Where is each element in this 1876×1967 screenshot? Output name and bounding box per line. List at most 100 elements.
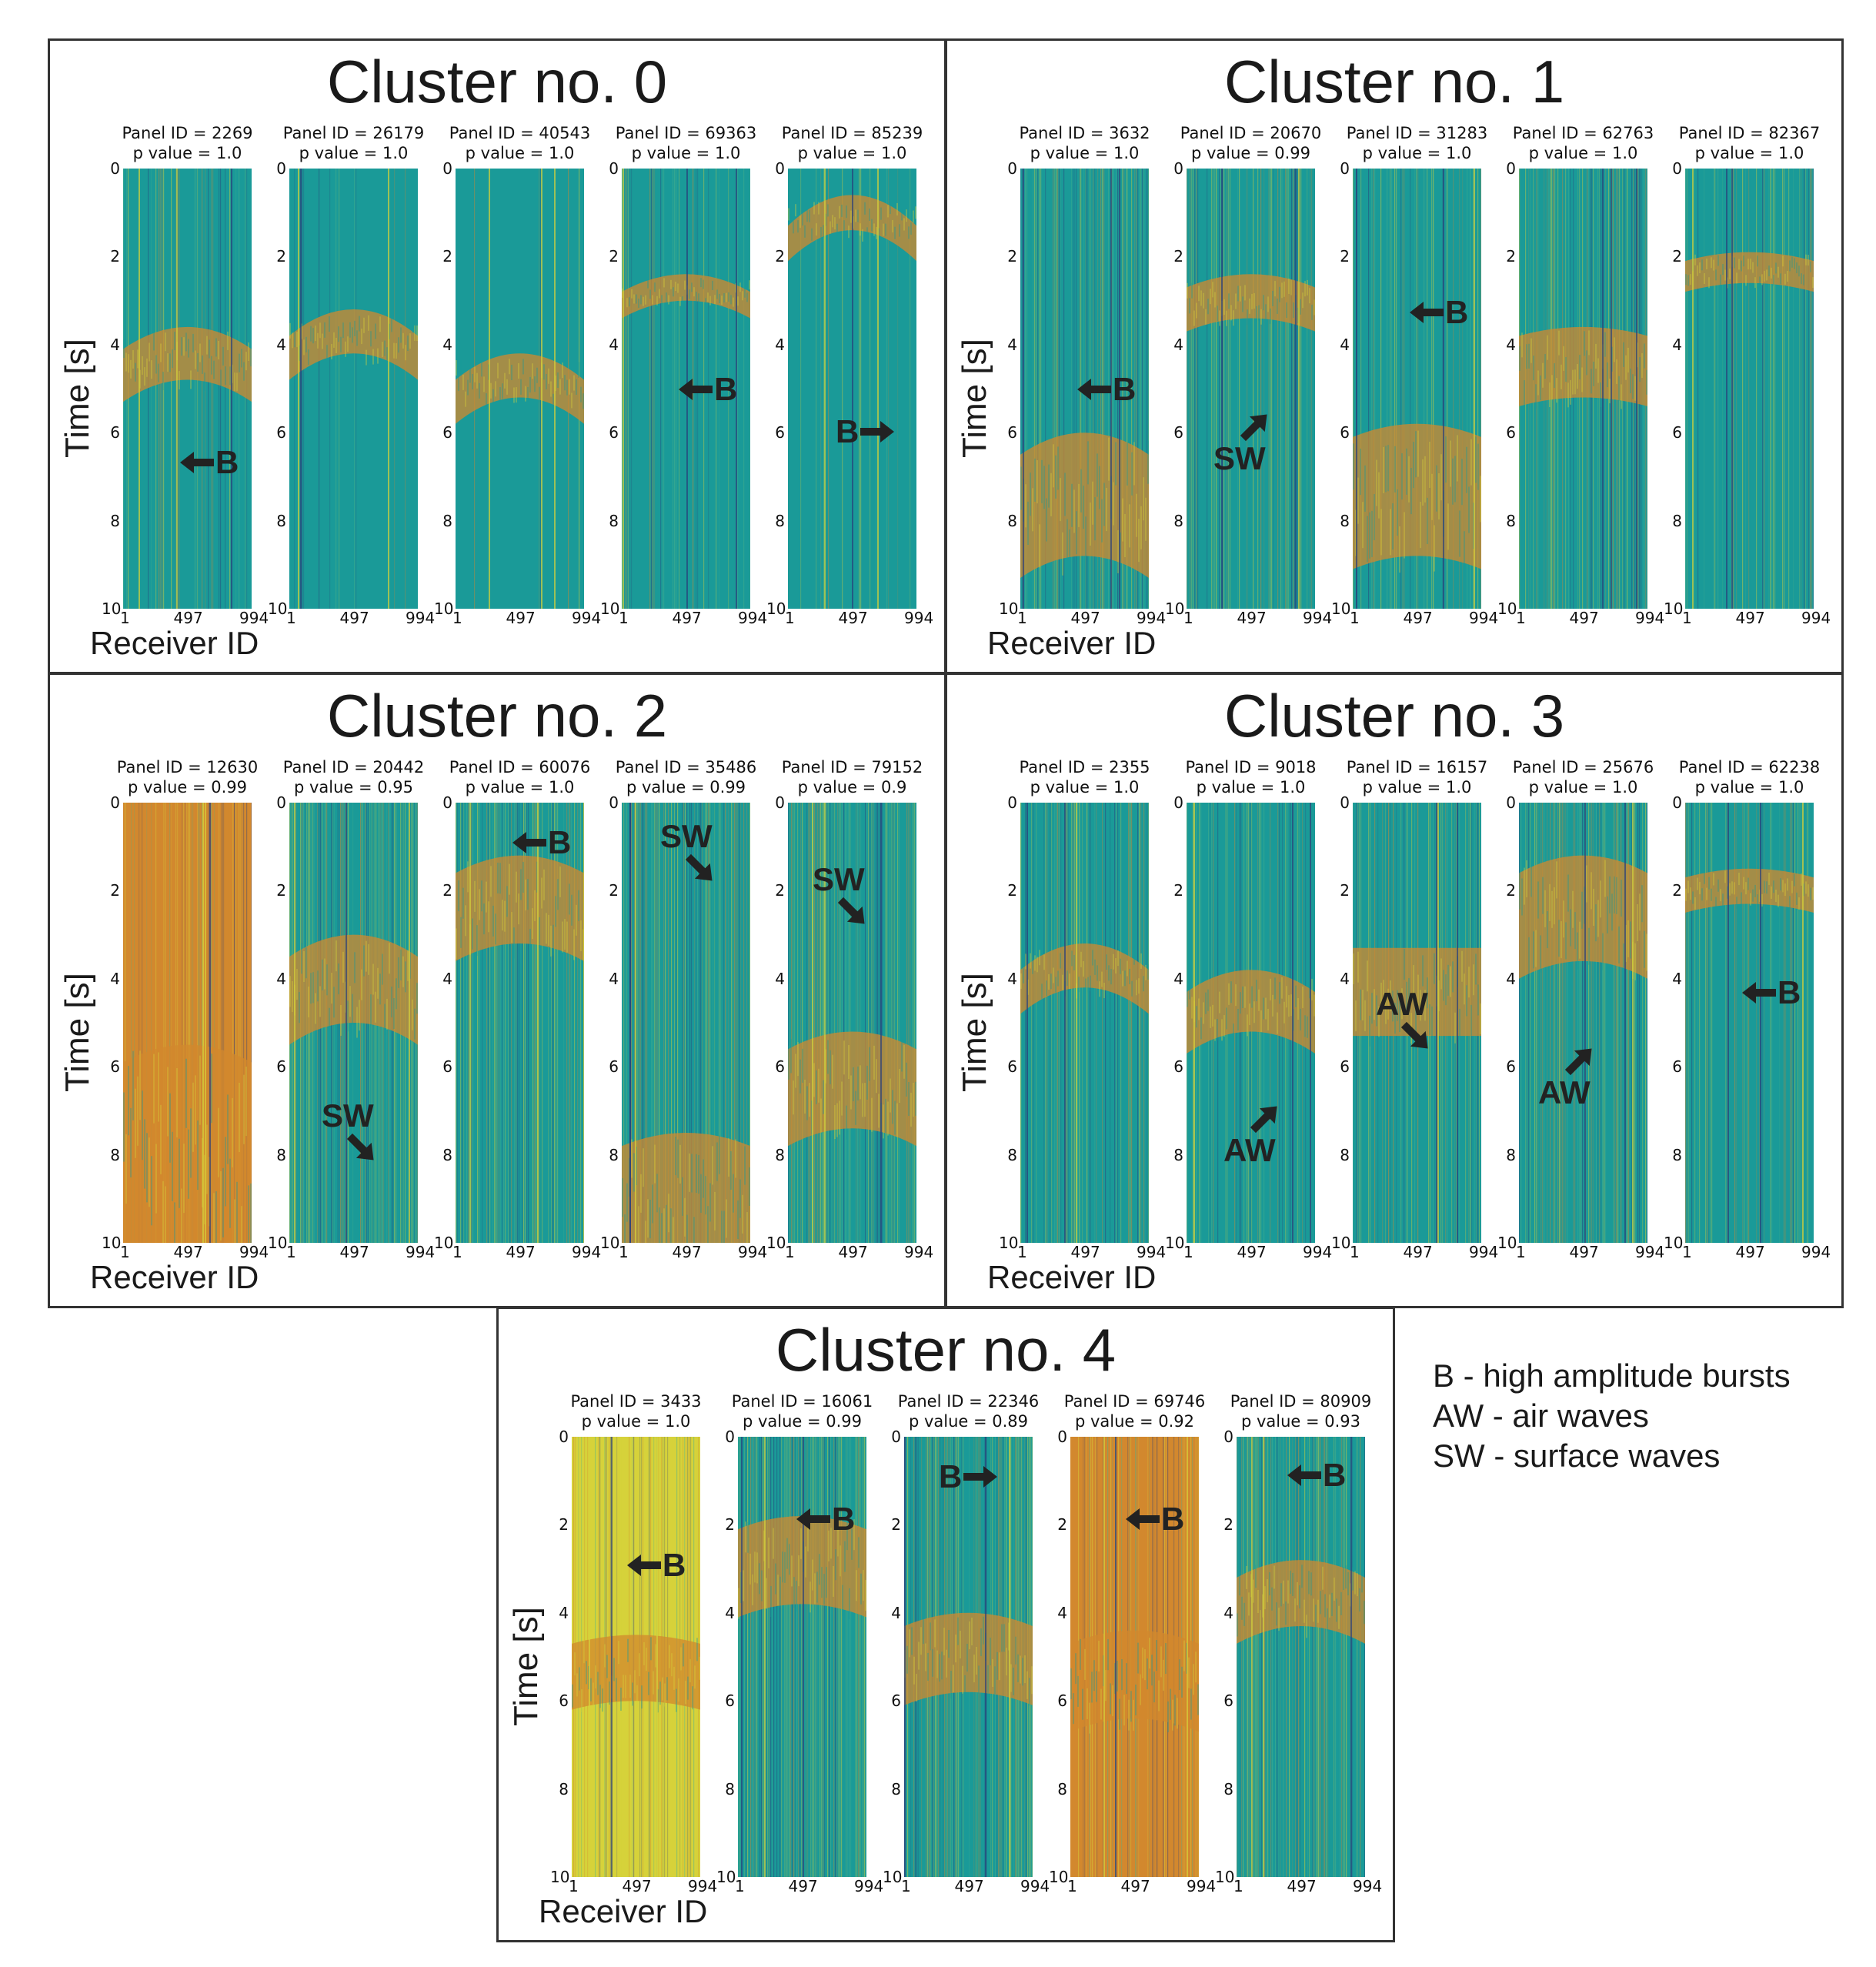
- burst-speckle: [805, 1546, 806, 1578]
- burst-speckle: [146, 358, 148, 377]
- burst-speckle: [165, 332, 166, 352]
- y-tick-label: 4: [1007, 969, 1017, 988]
- burst-speckle: [843, 220, 845, 233]
- burst-speckle: [806, 1086, 808, 1120]
- burst-speckle: [559, 379, 561, 395]
- x-tick-label: 994: [1353, 1877, 1383, 1895]
- burst-speckle: [379, 973, 381, 1005]
- y-tick-label: 0: [276, 159, 286, 178]
- noise-trace: [1574, 803, 1576, 1243]
- noise-trace: [1688, 803, 1690, 1243]
- burst-speckle: [1533, 931, 1534, 969]
- y-tick-label: 4: [1506, 969, 1516, 988]
- burst-speckle: [1450, 440, 1451, 487]
- bad-trace: [541, 169, 542, 609]
- panel-id: Panel ID = 69746: [1063, 1392, 1206, 1411]
- burst-speckle: [1380, 982, 1382, 1014]
- noise-trace: [1352, 1437, 1354, 1877]
- burst-speckle: [663, 278, 665, 288]
- seismic-image: [1353, 803, 1481, 1243]
- y-tick-label: 4: [1672, 969, 1682, 988]
- burst-speckle: [723, 293, 725, 303]
- panel-id: Panel ID = 3433: [570, 1392, 702, 1411]
- burst-speckle: [1574, 369, 1576, 395]
- burst-speckle: [1468, 486, 1470, 533]
- panel-p-value: p value = 0.9: [797, 778, 907, 796]
- burst-speckle: [1288, 278, 1290, 294]
- burst-speckle: [915, 1081, 916, 1116]
- noise-trace: [801, 1437, 803, 1877]
- burst-speckle: [1237, 1009, 1239, 1031]
- burst-speckle: [1196, 302, 1197, 319]
- y-tick-label: 8: [1340, 1145, 1350, 1164]
- burst-speckle: [1639, 893, 1641, 931]
- y-tick-label: 6: [1173, 423, 1183, 442]
- burst-speckle: [676, 1688, 677, 1712]
- burst-speckle: [1307, 1016, 1308, 1038]
- noise-trace: [731, 803, 733, 1243]
- panel-id: Panel ID = 20442: [282, 758, 425, 776]
- annotation-label: B: [832, 1501, 856, 1537]
- noise-trace: [1782, 169, 1784, 609]
- burst-speckle: [586, 1661, 587, 1685]
- burst-speckle: [1371, 510, 1373, 557]
- noise-trace: [1391, 169, 1393, 609]
- burst-speckle: [550, 381, 552, 397]
- noise-trace: [623, 803, 625, 1243]
- noise-trace: [1639, 803, 1641, 1243]
- y-tick-label: 0: [559, 1428, 569, 1446]
- burst-speckle: [409, 333, 411, 349]
- burst-speckle: [659, 289, 660, 299]
- burst-speckle: [1100, 1688, 1102, 1720]
- burst-speckle: [1764, 270, 1765, 282]
- burst-speckle: [1167, 1701, 1169, 1732]
- burst-speckle: [719, 293, 720, 303]
- burst-speckle: [1738, 259, 1740, 270]
- noise-trace: [1277, 169, 1279, 609]
- burst-speckle: [1812, 887, 1814, 900]
- burst-speckle: [999, 1652, 1000, 1681]
- burst-speckle: [1354, 1571, 1356, 1595]
- burst-speckle: [1466, 446, 1467, 493]
- y-tick-label: 2: [1672, 247, 1682, 266]
- burst-speckle: [340, 336, 342, 352]
- burst-speckle: [1055, 977, 1057, 993]
- noise-trace: [177, 803, 179, 1243]
- noise-trace: [843, 803, 845, 1243]
- noise-trace: [163, 169, 165, 609]
- burst-speckle: [1627, 347, 1629, 372]
- x-tick-label: 497: [173, 609, 203, 627]
- y-tick-label: 8: [1223, 1779, 1233, 1798]
- noise-trace: [149, 803, 151, 1243]
- noise-trace: [534, 803, 536, 1243]
- burst-speckle: [382, 953, 383, 985]
- bad-trace: [1584, 803, 1586, 1243]
- noise-trace: [726, 803, 728, 1243]
- burst-speckle: [834, 217, 836, 230]
- burst-speckle: [495, 913, 496, 945]
- noise-trace: [841, 1437, 843, 1877]
- burst-speckle: [876, 1059, 877, 1094]
- burst-speckle: [1060, 953, 1061, 969]
- annotation-b: B: [1741, 976, 1801, 1010]
- burst-speckle: [890, 202, 891, 215]
- burst-speckle: [1595, 904, 1597, 942]
- burst-speckle: [1704, 273, 1705, 285]
- burst-speckle: [1641, 885, 1643, 923]
- burst-speckle: [1083, 486, 1084, 529]
- burst-speckle: [1153, 1671, 1155, 1703]
- burst-speckle: [1200, 290, 1202, 306]
- x-tick-label: 497: [1735, 1243, 1765, 1261]
- burst-speckle: [511, 912, 512, 943]
- noise-trace: [1326, 1437, 1327, 1877]
- y-tick-label: 8: [110, 1145, 120, 1164]
- burst-speckle: [1685, 888, 1687, 901]
- burst-speckle: [1197, 1684, 1199, 1715]
- x-tick-label: 497: [1569, 1243, 1599, 1261]
- burst-speckle: [1087, 977, 1089, 993]
- noise-trace: [743, 169, 745, 609]
- burst-speckle: [1720, 889, 1721, 902]
- arrow-icon: [837, 897, 865, 924]
- burst-speckle: [333, 987, 335, 1018]
- noise-trace: [1596, 803, 1597, 1243]
